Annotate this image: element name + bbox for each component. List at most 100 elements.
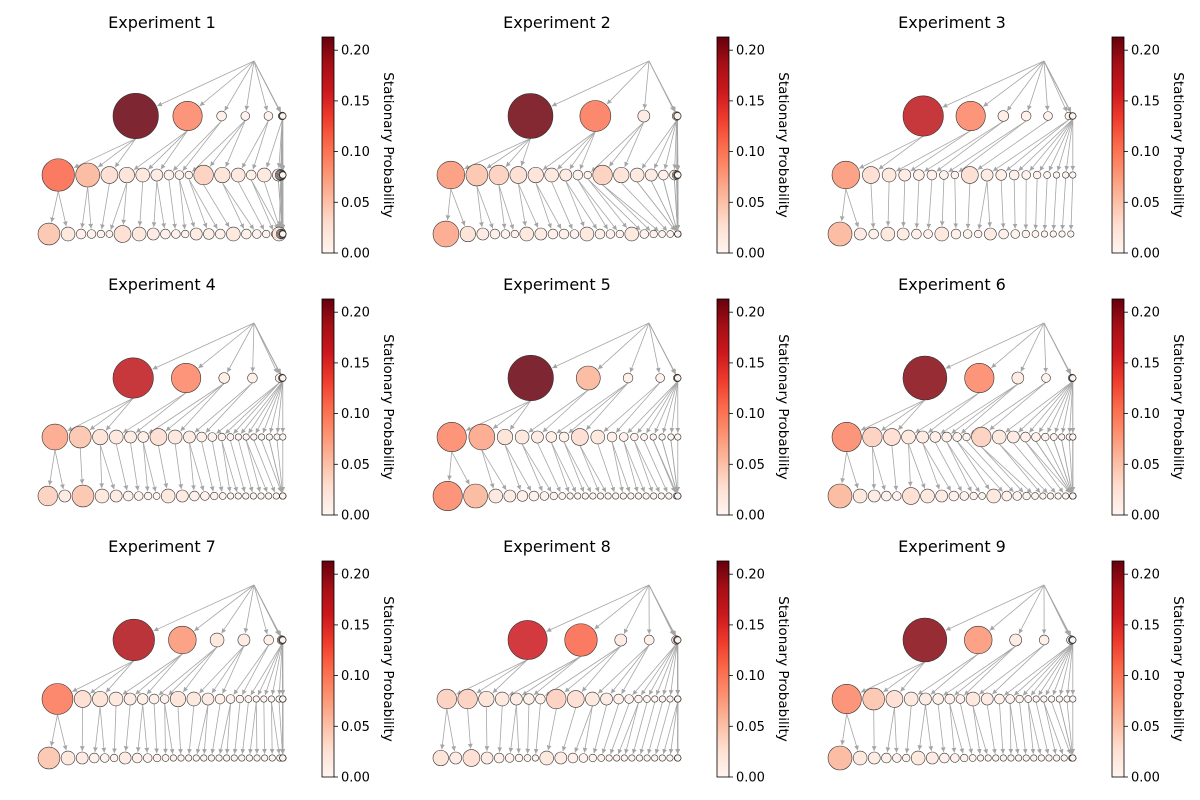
edge-arrow [986,704,997,754]
edge-arrow [137,181,144,227]
colorbar [716,36,730,254]
edge-arrow [114,138,137,168]
edge-arrow [508,704,517,753]
edges [840,322,1076,494]
node [592,164,613,186]
node [1024,695,1032,703]
node [913,169,925,181]
colorbar-tick-label: 0.10 [341,407,370,422]
node [163,169,175,181]
colorbar-label: Stationary Probability [775,72,791,217]
edge-arrow [556,131,596,170]
edge-arrow [563,441,585,493]
edge-arrow [148,383,225,434]
edge-arrow [602,184,651,231]
node [929,431,941,443]
node [149,428,168,446]
colorbar [321,560,335,778]
edge-arrow [545,645,622,697]
edge-arrow [883,661,926,693]
node [1001,490,1012,502]
node [527,166,544,184]
edge-arrow [977,120,1049,170]
edge-arrow [509,400,532,431]
edge-arrow [1066,702,1075,754]
node [1022,491,1031,501]
edge-arrow [611,441,631,493]
node [624,226,639,242]
node [588,753,597,763]
edge-arrow [486,138,531,169]
node [210,491,219,501]
edge-arrow [226,322,255,373]
node [171,229,181,239]
edges [445,60,681,232]
edge-arrow [939,179,945,227]
edge-arrow [646,381,678,434]
panel-title: Experiment 1 [108,13,216,32]
edge-arrow [1030,643,1073,696]
edge-arrow [515,704,521,754]
edge-arrow [245,440,268,493]
edge-arrow [243,584,255,634]
edge-arrow [1056,119,1074,172]
panel-experiment-8: Experiment 8 0.00 0.05 0.10 0.15 0.20 Stationa… [432,537,791,786]
edge-arrow [654,702,671,755]
edge-arrow [546,584,650,632]
edge-arrow [211,441,224,492]
edge-arrow [1027,702,1042,755]
edge-arrow [1027,60,1045,111]
node [1069,171,1077,179]
edge-arrow [233,382,281,434]
node [965,691,981,707]
edge-arrow [535,182,552,229]
node [885,690,904,708]
edge-arrow [79,447,85,485]
node [535,693,546,705]
node [575,365,601,391]
node [883,428,901,446]
edge-arrow [648,644,677,696]
edge-arrow [99,706,107,753]
edge-arrow [885,181,891,227]
edge-arrow [647,702,663,755]
edge-arrow [870,183,876,229]
edge-arrow [189,442,196,491]
colorbar [1111,298,1125,516]
edge-arrow [981,446,1024,493]
node [105,230,114,238]
node [910,750,926,766]
node [457,688,478,710]
edge-arrow [253,60,269,111]
node [1069,754,1077,762]
colorbar-tick-label: 0.00 [736,247,765,262]
edge-arrow [917,704,926,751]
node [559,168,573,182]
node [950,753,960,763]
edge-arrow [623,441,645,493]
edge-arrow [637,381,678,434]
node [571,428,589,446]
node [919,692,932,706]
node [898,168,912,182]
edge-arrow [895,130,971,172]
edge-arrow [165,383,225,432]
node [950,170,959,180]
edge-arrow [180,383,225,432]
edge-arrow [188,178,208,229]
node [590,429,605,445]
node [279,230,287,238]
colorbar-tick-label: 0.05 [341,196,370,211]
edge-arrow [182,646,218,693]
edge-arrow [1067,381,1074,433]
edge-arrow [142,442,157,492]
node [1055,695,1063,703]
nodes [37,618,287,770]
edge-arrow [209,120,246,167]
edge-arrow [1005,119,1070,172]
node [992,754,1000,762]
node [597,754,606,762]
edge-arrow [172,120,222,172]
node [619,432,629,442]
panel-experiment-7: Experiment 7 0.00 0.05 0.10 0.15 0.20 Stationa… [37,537,396,786]
